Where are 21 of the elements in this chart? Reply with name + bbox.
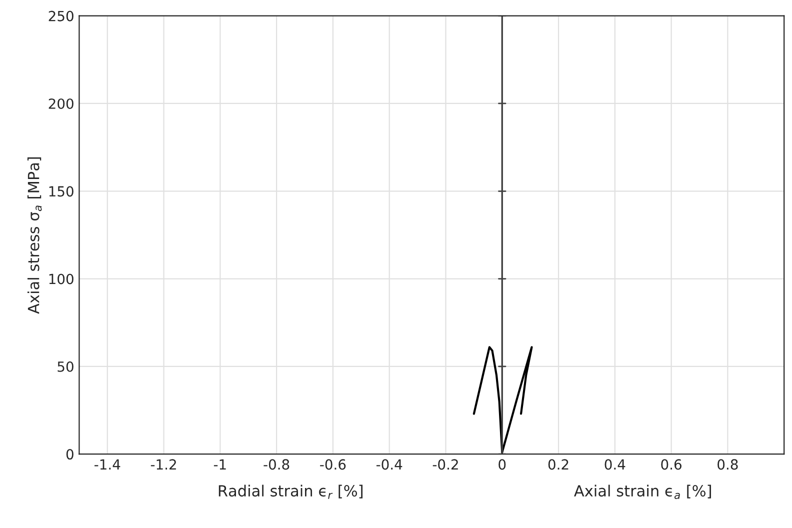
y-tick-label: 50	[58, 361, 74, 372]
x-tick-label: 0.6	[661, 459, 682, 470]
x-tick-label: -1	[214, 459, 226, 470]
y-tick-label: 250	[48, 10, 74, 22]
x-tick-label: -1.2	[150, 459, 176, 470]
x-tick-label: 0.8	[718, 459, 738, 470]
y-axis-title: Axial stress σ$_{a}$ [MPa]	[27, 157, 42, 314]
y-tick-label: 200	[48, 98, 74, 109]
x-tick-label: 0.2	[548, 459, 568, 470]
y-tick-label: 150	[49, 186, 74, 197]
y-tick-label: 0	[66, 449, 74, 460]
x-tick-label: -0.2	[432, 459, 458, 470]
text: Axial strain ϵ$_{a}$ [%]	[574, 484, 711, 500]
x-tick-label: -1.4	[94, 459, 120, 470]
y-tick-label: 100	[49, 274, 74, 284]
x-tick-label: -0.4	[376, 459, 402, 470]
x-tick-label: -0.8	[264, 459, 290, 470]
x-axis-title: Radial strain ϵ$_{r}$ [%]	[218, 484, 363, 499]
x-tick-label: 0.4	[604, 459, 626, 470]
x-tick-label: 0	[498, 459, 506, 470]
x-tick-label: -0.6	[320, 459, 346, 470]
